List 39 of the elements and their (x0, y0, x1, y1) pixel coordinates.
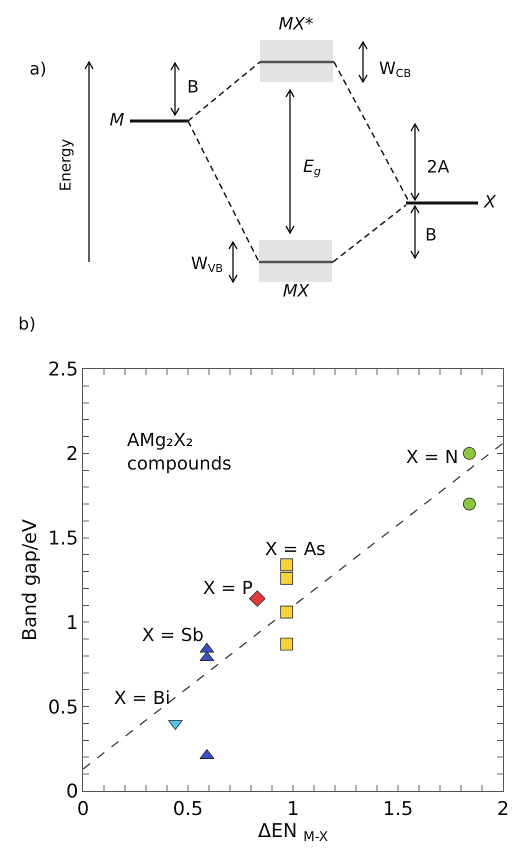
point (463, 447, 476, 460)
x-tick-label: 0.5 (172, 798, 204, 820)
annotation: AMg₂X₂ compounds (127, 430, 232, 474)
text: E$_{g}$ (303, 157, 321, 178)
x-tick-label: 2 (496, 798, 510, 820)
chart-title: b) (18, 314, 36, 334)
point (200, 651, 214, 662)
y-tick-label: 2 (66, 443, 78, 466)
text: Energy (56, 138, 74, 192)
x-tick-label: 1.5 (382, 798, 414, 820)
text: a) (29, 60, 47, 80)
text: W$_{CB}$ (378, 59, 412, 80)
x-axis-title: ΔEN $_{M-X}$ (258, 820, 328, 845)
point (280, 606, 294, 618)
text: MX* (278, 14, 314, 34)
y-tick-label: 0 (66, 780, 78, 803)
x-tick-label: 1 (286, 798, 300, 820)
annotation: X = As (265, 539, 326, 560)
point (463, 498, 476, 510)
y-tick-label: 2.5 (48, 358, 78, 381)
text: X (484, 192, 496, 212)
annotation: X = N (406, 447, 458, 468)
y-axis-title: Band gap/eV (18, 519, 41, 641)
point (280, 638, 294, 651)
text: W$_{VB}$ (191, 254, 223, 275)
text: B (187, 78, 199, 98)
y-tick-label: 1 (66, 612, 78, 634)
y-tick-label: 1.5 (48, 527, 78, 550)
annotation: X = P (203, 578, 253, 599)
annotation: X = Sb (142, 625, 204, 646)
point (200, 642, 214, 653)
y-tick-label: 0.5 (48, 696, 78, 718)
point (280, 558, 294, 572)
text: B (425, 226, 437, 246)
text: 2A (426, 158, 450, 178)
annotation: X = Bi (114, 688, 170, 709)
point (280, 572, 294, 585)
text: M (110, 110, 124, 130)
text: MX (282, 282, 310, 302)
